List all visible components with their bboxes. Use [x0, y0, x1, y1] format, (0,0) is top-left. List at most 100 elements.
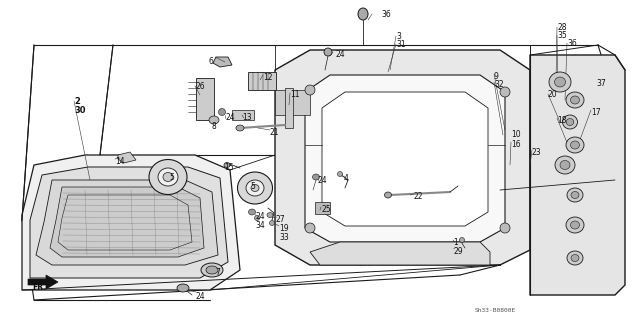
Text: 5: 5 [250, 182, 255, 191]
Text: 35: 35 [557, 31, 567, 40]
Text: 12: 12 [263, 73, 273, 82]
Text: 32: 32 [494, 80, 504, 89]
Ellipse shape [324, 48, 332, 56]
Ellipse shape [460, 238, 465, 242]
Polygon shape [275, 50, 530, 265]
Text: 34: 34 [255, 221, 265, 230]
Polygon shape [30, 167, 228, 278]
Text: 25: 25 [321, 205, 331, 214]
Text: 26: 26 [195, 82, 205, 91]
Ellipse shape [312, 174, 319, 180]
Text: FR.: FR. [32, 283, 46, 292]
Bar [196, 78, 214, 120]
Text: 31: 31 [396, 40, 406, 49]
Text: 30: 30 [74, 106, 86, 115]
Ellipse shape [567, 188, 583, 202]
Ellipse shape [236, 125, 244, 131]
Ellipse shape [500, 223, 510, 233]
Ellipse shape [158, 168, 178, 186]
Ellipse shape [563, 115, 577, 129]
Ellipse shape [358, 8, 368, 20]
Ellipse shape [554, 77, 566, 87]
Ellipse shape [177, 284, 189, 292]
Text: 33: 33 [279, 233, 289, 242]
Polygon shape [36, 180, 218, 265]
Bar [285, 88, 293, 128]
Ellipse shape [555, 156, 575, 174]
Text: 3: 3 [396, 32, 401, 41]
Text: 37: 37 [596, 79, 605, 88]
Bar [248, 72, 276, 90]
Ellipse shape [567, 251, 583, 265]
Text: 9: 9 [494, 72, 499, 81]
Ellipse shape [566, 217, 584, 233]
Ellipse shape [149, 160, 187, 195]
Text: 20: 20 [548, 90, 557, 99]
Text: 11: 11 [290, 90, 300, 99]
Text: 6: 6 [208, 57, 213, 66]
Ellipse shape [248, 209, 255, 215]
Text: 24: 24 [225, 113, 235, 122]
Polygon shape [305, 75, 505, 242]
Text: 16: 16 [511, 140, 520, 149]
Ellipse shape [206, 266, 218, 274]
Ellipse shape [267, 212, 273, 218]
Polygon shape [50, 187, 204, 257]
Ellipse shape [251, 184, 259, 191]
Ellipse shape [570, 96, 579, 104]
Ellipse shape [305, 85, 315, 95]
Ellipse shape [566, 137, 584, 153]
Text: 27: 27 [276, 215, 285, 224]
Bar [232, 110, 254, 120]
Ellipse shape [305, 223, 315, 233]
Ellipse shape [255, 216, 259, 220]
Text: 5: 5 [169, 173, 174, 182]
Text: 24: 24 [335, 50, 344, 59]
Ellipse shape [566, 118, 573, 125]
Ellipse shape [337, 172, 342, 176]
Text: 19: 19 [279, 224, 289, 233]
Polygon shape [275, 90, 310, 115]
Ellipse shape [500, 87, 510, 97]
Text: 14: 14 [115, 157, 125, 166]
Text: 24: 24 [196, 292, 205, 301]
Ellipse shape [566, 92, 584, 108]
Text: Sh33-B0800E: Sh33-B0800E [475, 308, 516, 313]
Text: 13: 13 [242, 113, 252, 122]
Text: 18: 18 [557, 116, 566, 125]
Ellipse shape [570, 141, 579, 149]
Text: 29: 29 [453, 247, 463, 256]
Text: 22: 22 [414, 192, 424, 201]
Polygon shape [213, 57, 232, 67]
Text: 15: 15 [224, 163, 234, 172]
Ellipse shape [218, 108, 225, 115]
Ellipse shape [560, 160, 570, 169]
Text: 36: 36 [381, 10, 391, 19]
Text: 24: 24 [318, 176, 328, 185]
Text: 23: 23 [532, 148, 541, 157]
Ellipse shape [570, 221, 579, 229]
Text: 10: 10 [511, 130, 520, 139]
Ellipse shape [571, 255, 579, 262]
Text: 2: 2 [74, 97, 80, 106]
Ellipse shape [201, 263, 223, 277]
Ellipse shape [224, 162, 230, 167]
Ellipse shape [385, 192, 392, 198]
Text: 36: 36 [567, 39, 577, 48]
Text: 8: 8 [212, 122, 217, 131]
Polygon shape [322, 92, 488, 226]
Ellipse shape [163, 173, 173, 182]
Ellipse shape [269, 220, 275, 226]
Polygon shape [118, 152, 136, 163]
Text: 7: 7 [215, 268, 220, 277]
Text: 17: 17 [591, 108, 600, 117]
Text: 1: 1 [453, 238, 458, 247]
Text: 28: 28 [557, 23, 566, 32]
Text: 21: 21 [270, 128, 280, 137]
Ellipse shape [246, 180, 264, 196]
Polygon shape [310, 242, 490, 265]
Polygon shape [530, 55, 625, 295]
Bar [315, 202, 330, 214]
Ellipse shape [237, 172, 273, 204]
Text: 4: 4 [344, 174, 349, 183]
